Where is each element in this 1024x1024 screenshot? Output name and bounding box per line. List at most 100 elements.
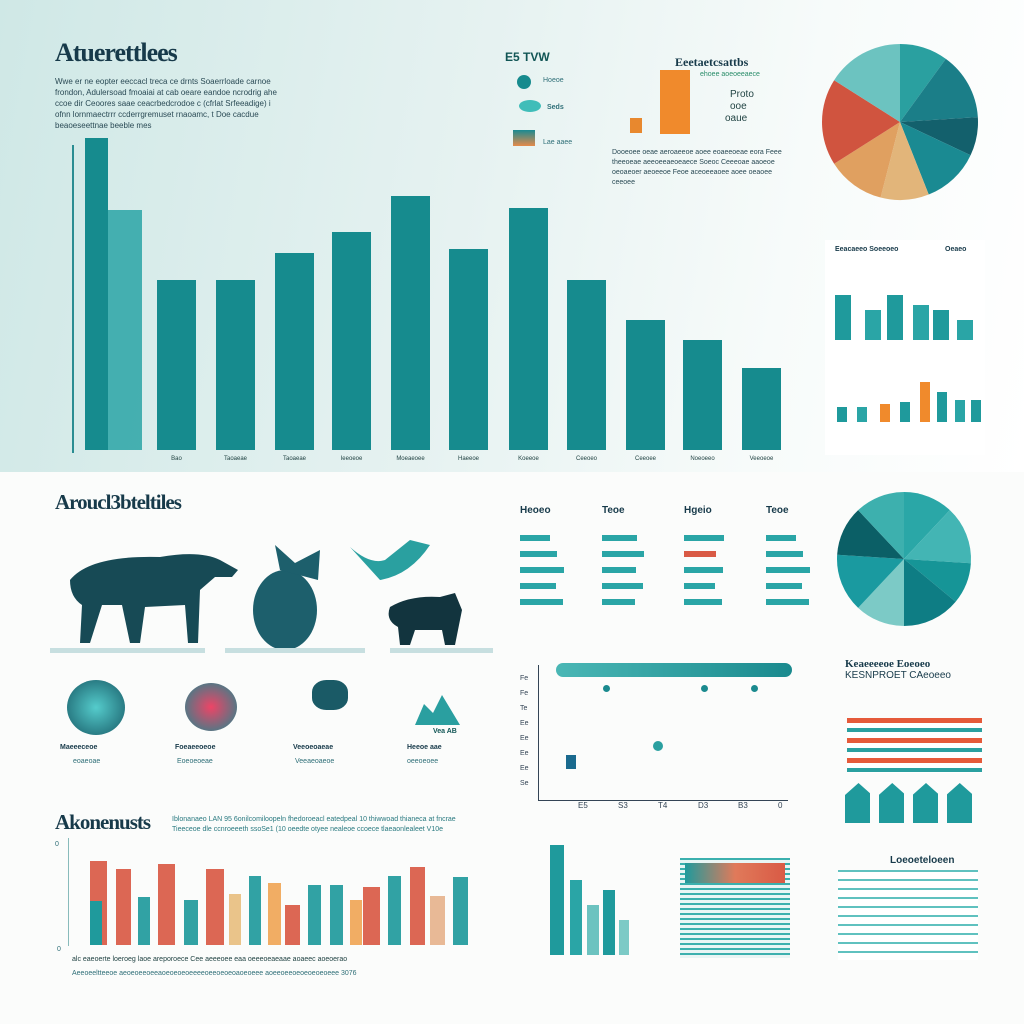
mini-bar-charts: Eeacaeeo Soeeoeo Oeaeo <box>825 240 985 455</box>
list-bar <box>766 583 802 589</box>
caption: Foeaeeoeoe <box>175 744 216 751</box>
pie-slice <box>900 117 978 156</box>
mini-chart-label: Oeaeo <box>945 246 967 253</box>
list-bar <box>684 551 716 557</box>
bar <box>116 869 131 945</box>
x-tick: D3 <box>698 801 709 810</box>
bar <box>971 400 981 422</box>
list-bar <box>684 599 722 605</box>
right-middle-panel: Keaeeeeoe Eoeoeo KESNPROET CAeoeeo <box>845 658 985 828</box>
y-tick: Ee <box>520 765 529 772</box>
bar <box>330 885 343 945</box>
x-tick-label: Taoaeae <box>223 456 248 462</box>
data-point <box>751 685 758 692</box>
pie-slice <box>880 122 929 200</box>
y-tick: 0 <box>57 946 61 953</box>
list-bar <box>602 567 636 573</box>
panel-title: Loeoeteloeen <box>890 855 955 866</box>
caption-sub: oeeoeoee <box>407 758 439 765</box>
y-axis <box>68 838 69 946</box>
striped-area-chart <box>680 858 790 958</box>
caption-sub: Eoeoeoeae <box>177 758 213 765</box>
bar <box>683 340 722 450</box>
panel-subtitle: KESNPROET CAeoeeo <box>845 670 951 681</box>
pie-slice <box>858 559 904 626</box>
bar <box>955 400 965 422</box>
legend-item: Hoeoe <box>543 77 564 84</box>
list-bar <box>766 535 796 541</box>
striped-chart <box>847 718 982 773</box>
pie-slice <box>904 559 971 602</box>
bar <box>619 920 629 955</box>
fish-icon <box>519 100 541 112</box>
caption-sub: eoaeoae <box>73 758 101 765</box>
caption-sub: Veeaeoaeoe <box>295 758 335 765</box>
x-tick-label: Ceeoeo <box>575 456 598 462</box>
bar <box>865 310 881 340</box>
bar <box>900 402 910 422</box>
list-bar <box>520 599 563 605</box>
bar <box>285 905 300 945</box>
pie-slice <box>834 122 900 198</box>
x-tick: S3 <box>618 801 628 810</box>
main-bar-chart: Bao Taoaeae Taoaeae Ieeoeoe Moeaeoee Haeeoe Ko… <box>60 130 790 470</box>
note: Proto <box>730 89 754 100</box>
bottom-bar-chart <box>60 845 480 945</box>
bar <box>430 896 445 945</box>
pie-slice <box>858 492 904 559</box>
right-bottom-panel: Loeoeteloeen <box>838 855 983 965</box>
pie-slice <box>904 492 950 559</box>
bar <box>350 900 362 945</box>
bar <box>567 280 606 450</box>
list-bar <box>684 583 715 589</box>
pie-slice <box>904 510 971 564</box>
list-bar <box>684 535 724 541</box>
y-tick: Se <box>520 780 529 787</box>
list-bar <box>602 583 643 589</box>
list-grid: Heoeo Teoe Hgeio Teoe <box>515 505 825 625</box>
bar <box>449 249 488 450</box>
x-tick: B3 <box>738 801 748 810</box>
tag-label: Vea AB <box>433 728 457 735</box>
main-title: Atuerettlees <box>55 38 178 67</box>
y-tick: Te <box>520 705 528 712</box>
animal-small-icon <box>312 680 348 710</box>
tapir-icon <box>70 554 238 643</box>
bird-icon <box>350 540 430 580</box>
y-axis <box>72 145 74 453</box>
mini-chart-label: Eeacaeeo Soeeoeo <box>835 246 899 253</box>
panel-title: Keaeeeeoe Eoeoeo <box>845 658 931 670</box>
list-header: Teoe <box>602 505 625 516</box>
pie-slice <box>900 44 946 122</box>
bar <box>957 320 973 340</box>
caption: Heeoe aae <box>407 744 442 751</box>
animal-silhouettes <box>50 540 493 653</box>
pie-slice <box>900 122 971 195</box>
bar <box>603 890 615 955</box>
y-tick: 0 <box>55 841 59 848</box>
bar <box>332 232 371 450</box>
bar <box>85 138 108 450</box>
group-icon <box>513 130 535 146</box>
list-bar <box>766 567 810 573</box>
x-tick-label: Haeeoe <box>457 456 480 462</box>
list-header: Heoeo <box>520 505 551 516</box>
pattern-circle-icon <box>67 680 125 735</box>
list-bar <box>684 567 723 573</box>
bottom-notes: Aeeoeeltteeoe aeoeoeeoeeaoeoeoeoeeeeoeeo… <box>72 970 357 977</box>
bar <box>275 253 314 450</box>
bar <box>158 864 175 945</box>
bar <box>108 210 142 450</box>
list-bar <box>766 551 803 557</box>
list-bar <box>520 551 557 557</box>
list-bar <box>602 599 635 605</box>
list-bar <box>520 583 556 589</box>
armadillo-icon <box>253 545 320 650</box>
pie-slice <box>834 44 900 122</box>
x-tick-label: Koeeoe <box>518 456 539 462</box>
bar <box>216 280 255 450</box>
bar <box>857 407 867 422</box>
x-tick: T4 <box>658 801 668 810</box>
bar <box>363 887 380 945</box>
orange-bar <box>660 70 690 134</box>
